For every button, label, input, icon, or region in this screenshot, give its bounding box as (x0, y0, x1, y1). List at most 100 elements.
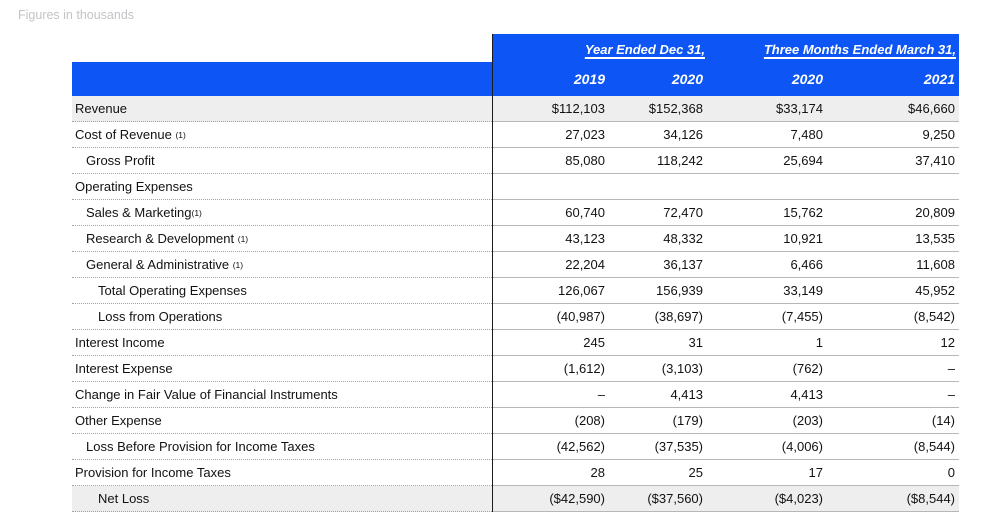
value-cell: 20,809 (915, 205, 955, 220)
value-cell: (40,987) (556, 309, 605, 324)
table-row: Gross Profit 85,080 118,242 25,694 37,410 (72, 148, 959, 174)
header-years-row: 2019 2020 2020 2021 (72, 62, 959, 96)
value-cell: ($42,590) (549, 491, 605, 506)
table-row: Cost of Revenue (1) 27,023 34,126 7,480 9,25… (72, 122, 959, 148)
row-values: (208) (179) (203) (14) (492, 408, 959, 434)
row-label: Interest Income (72, 330, 492, 356)
row-values: (42,562) (37,535) (4,006) (8,544) (492, 434, 959, 460)
value-cell: 28 (590, 465, 605, 480)
row-label: Net Loss (72, 486, 492, 512)
value-cell: 60,740 (565, 205, 605, 220)
value-cell: ($37,560) (647, 491, 703, 506)
row-values: 43,123 48,332 10,921 13,535 (492, 226, 959, 252)
table-row: Net Loss ($42,590) ($37,560) ($4,023) ($8,54… (72, 486, 959, 512)
row-label-text: Total Operating Expenses (98, 283, 247, 298)
value-cell: 12 (940, 335, 955, 350)
value-cell: 25 (688, 465, 703, 480)
row-label: General & Administrative (1) (72, 252, 492, 278)
value-cell: $152,368 (648, 101, 703, 116)
row-label: Provision for Income Taxes (72, 460, 492, 486)
year-column-header: 2020 (671, 71, 703, 87)
row-label-text: Interest Expense (75, 361, 173, 376)
value-cell: (8,542) (913, 309, 955, 324)
value-cell: ($8,544) (906, 491, 955, 506)
table-row: Change in Fair Value of Financial Instru… (72, 382, 959, 408)
row-values: ($42,590) ($37,560) ($4,023) ($8,544) (492, 486, 959, 512)
value-cell: 36,137 (663, 257, 703, 272)
value-cell: 34,126 (663, 127, 703, 142)
row-label: Research & Development (1) (72, 226, 492, 252)
value-cell: 245 (583, 335, 605, 350)
value-cell: (1,612) (563, 361, 605, 376)
value-cell: ($4,023) (774, 491, 823, 506)
row-values: – 4,413 4,413 – (492, 382, 959, 408)
value-cell: $33,174 (776, 101, 823, 116)
row-label: Sales & Marketing (1) (72, 200, 492, 226)
row-label: Other Expense (72, 408, 492, 434)
value-cell: 45,952 (915, 283, 955, 298)
header-label-spacer (72, 34, 492, 62)
value-cell: – (947, 361, 955, 376)
value-cell: 22,204 (565, 257, 605, 272)
value-cell: 7,480 (790, 127, 823, 142)
row-label-text: Net Loss (98, 491, 150, 506)
value-cell: 25,694 (783, 153, 823, 168)
row-values: (40,987) (38,697) (7,455) (8,542) (492, 304, 959, 330)
column-group-year-ended: Year Ended Dec 31, (584, 42, 705, 57)
year-column-header: 2020 (791, 71, 823, 87)
row-label: Total Operating Expenses (72, 278, 492, 304)
value-cell: 15,762 (783, 205, 823, 220)
value-cell: 0 (947, 465, 955, 480)
row-values: 28 25 17 0 (492, 460, 959, 486)
row-label-text: Change in Fair Value of Financial Instru… (75, 387, 338, 402)
row-label-text: Loss from Operations (98, 309, 223, 324)
table-row: Other Expense (208) (179) (203) (14) (72, 408, 959, 434)
year-column-header: 2021 (923, 71, 955, 87)
value-cell: 85,080 (565, 153, 605, 168)
table-row: General & Administrative (1) 22,204 36,137… (72, 252, 959, 278)
row-values: 60,740 72,470 15,762 20,809 (492, 200, 959, 226)
row-values: 126,067 156,939 33,149 45,952 (492, 278, 959, 304)
row-label: Operating Expenses (72, 174, 492, 200)
value-cell: (4,006) (781, 439, 823, 454)
value-cell: (7,455) (781, 309, 823, 324)
financial-statement-table: Year Ended Dec 31, Three Months Ended Ma… (72, 34, 959, 512)
value-cell: (8,544) (913, 439, 955, 454)
value-cell: (179) (672, 413, 703, 428)
value-cell: 10,921 (783, 231, 823, 246)
row-label: Change in Fair Value of Financial Instru… (72, 382, 492, 408)
table-row: Provision for Income Taxes 28 25 17 0 (72, 460, 959, 486)
row-values: (1,612) (3,103) (762) – (492, 356, 959, 382)
row-values: $112,103 $152,368 $33,174 $46,660 (492, 96, 959, 122)
value-cell: 1 (815, 335, 823, 350)
column-group-three-months: Three Months Ended March 31, (763, 42, 956, 57)
value-cell: 37,410 (915, 153, 955, 168)
table-row: Total Operating Expenses 126,067 156,939 33… (72, 278, 959, 304)
row-label-text: Cost of Revenue (75, 127, 176, 142)
value-cell: (208) (574, 413, 605, 428)
table-row: Interest Expense (1,612) (3,103) (762) – (72, 356, 959, 382)
value-cell: 118,242 (656, 153, 703, 168)
value-cell: (38,697) (654, 309, 703, 324)
row-label-text: Research & Development (86, 231, 238, 246)
row-label-text: Revenue (75, 101, 128, 116)
row-label-text: Operating Expenses (75, 179, 193, 194)
row-label-text: Sales & Marketing (86, 205, 192, 220)
header-group-band: Year Ended Dec 31, Three Months Ended Ma… (492, 34, 959, 62)
value-cell: 4,413 (790, 387, 823, 402)
value-cell: (762) (792, 361, 823, 376)
figures-in-thousands-note: Figures in thousands (18, 8, 135, 22)
value-cell: 72,470 (663, 205, 703, 220)
table-row: Interest Income 245 31 1 12 (72, 330, 959, 356)
row-label: Loss Before Provision for Income Taxes (72, 434, 492, 460)
table-row: Sales & Marketing (1) 60,740 72,470 15,762 20… (72, 200, 959, 226)
value-cell: 31 (688, 335, 703, 350)
row-label: Revenue (72, 96, 492, 122)
row-label-text: General & Administrative (86, 257, 233, 272)
row-label: Loss from Operations (72, 304, 492, 330)
value-cell: $112,103 (551, 101, 605, 116)
value-cell: 13,535 (915, 231, 955, 246)
row-values: 245 31 1 12 (492, 330, 959, 356)
value-cell: 11,608 (916, 257, 955, 272)
